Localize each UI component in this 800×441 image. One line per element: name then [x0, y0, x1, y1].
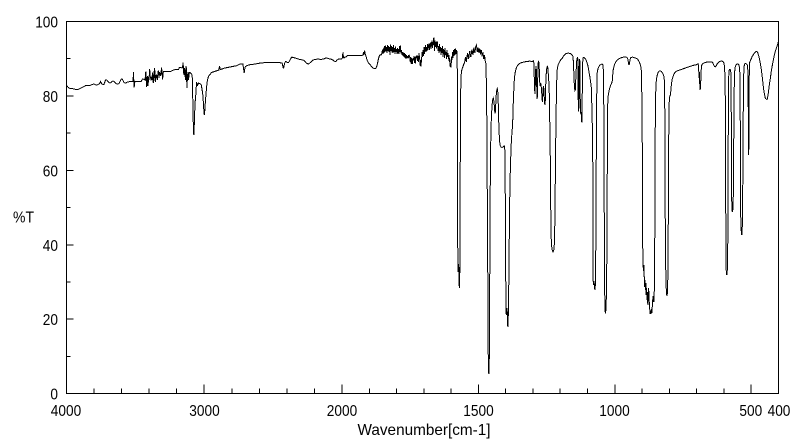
svg-text:1000: 1000 — [599, 403, 629, 420]
svg-text:2000: 2000 — [327, 403, 357, 420]
svg-text:100: 100 — [35, 15, 58, 32]
svg-text:60: 60 — [43, 163, 58, 180]
svg-text:%T: %T — [13, 210, 34, 227]
svg-text:80: 80 — [43, 89, 58, 106]
svg-text:Wavenumber[cm-1]: Wavenumber[cm-1] — [358, 422, 491, 439]
svg-text:1500: 1500 — [463, 403, 493, 420]
svg-text:40: 40 — [43, 238, 58, 255]
svg-text:0: 0 — [50, 387, 58, 404]
svg-text:500: 500 — [739, 403, 762, 420]
svg-text:3000: 3000 — [189, 403, 219, 420]
svg-text:400: 400 — [768, 403, 791, 420]
svg-text:20: 20 — [43, 312, 58, 329]
svg-text:4000: 4000 — [51, 403, 81, 420]
